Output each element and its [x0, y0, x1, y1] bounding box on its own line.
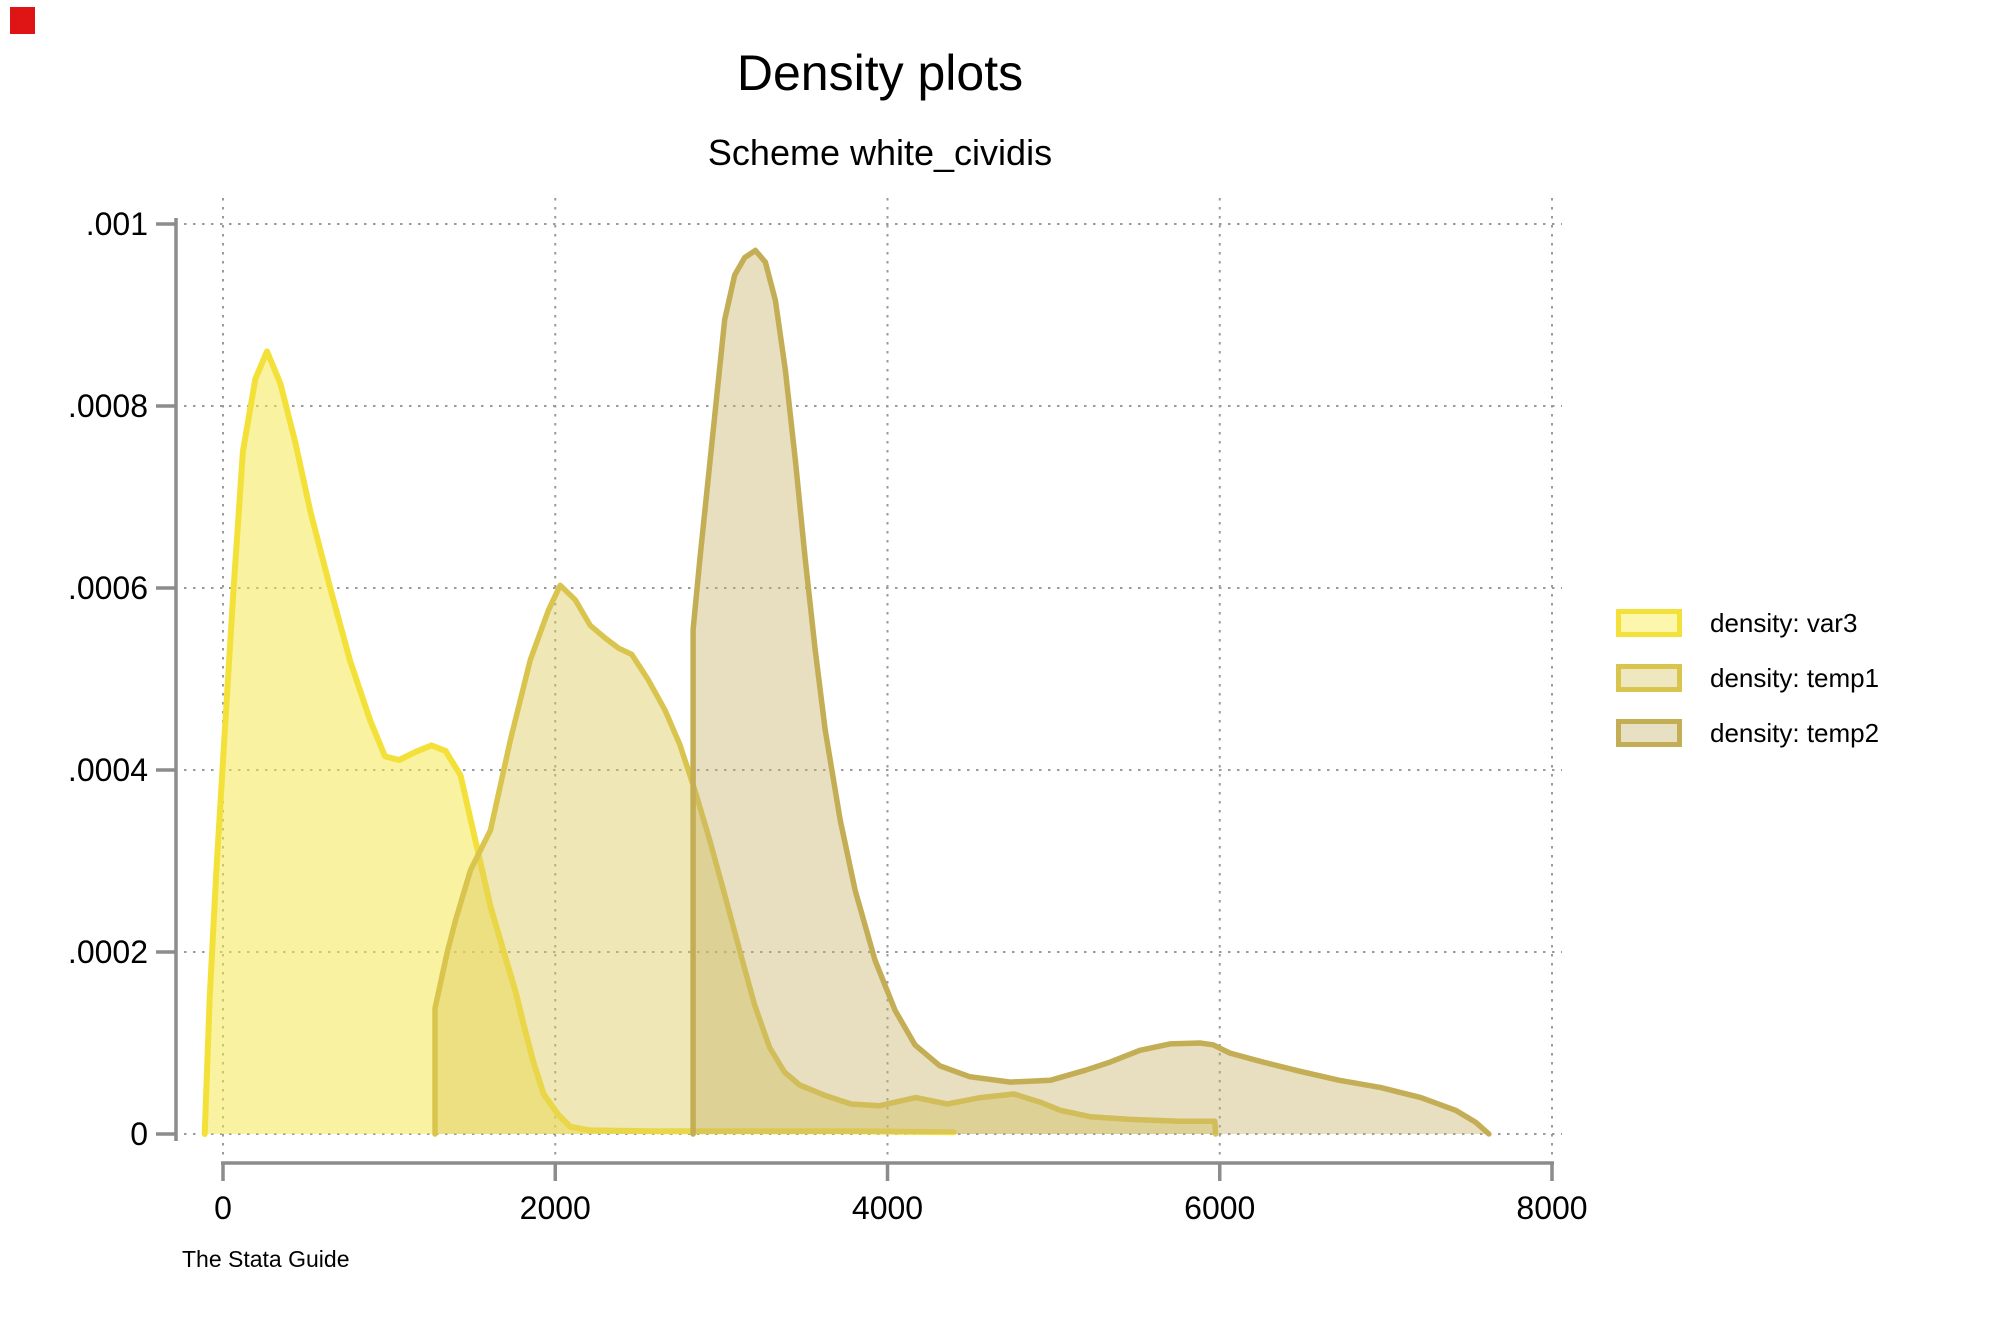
x-tick-label: 2000	[519, 1190, 591, 1226]
chart-title: Density plots	[736, 45, 1024, 101]
x-tick-label: 4000	[851, 1190, 924, 1226]
stata-guide-caption: The Stata Guide	[182, 1246, 350, 1272]
legend: density: var3 density: temp1 density: te…	[1616, 607, 1880, 774]
density-curve-3	[690, 247, 1492, 1137]
legend-item-temp1: density: temp1	[1616, 662, 1880, 693]
legend-item-temp2: density: temp2	[1616, 717, 1880, 748]
x-tick-label: 6000	[1184, 1190, 1256, 1226]
density-curve-2	[432, 582, 1219, 1137]
y-tick-label: .0006	[67, 570, 148, 606]
density-fill-1	[204, 351, 954, 1134]
legend-swatch-temp1	[1616, 664, 1682, 692]
density-fill-3	[693, 250, 1489, 1134]
y-tick-label: 0	[130, 1116, 148, 1152]
density-fill-2	[434, 585, 1216, 1134]
x-tick-label: 8000	[1516, 1190, 1588, 1226]
y-tick-label: .0008	[67, 388, 148, 424]
legend-label-temp1: density: temp1	[1710, 662, 1880, 693]
legend-item-var3: density: var3	[1616, 607, 1879, 638]
legend-swatch-temp2	[1616, 719, 1682, 747]
density-curve-1	[201, 348, 957, 1137]
legend-swatch-var3	[1616, 609, 1682, 637]
red-corner-marker	[10, 7, 35, 34]
x-tick-label: 0	[214, 1190, 232, 1226]
legend-label-temp2: density: temp2	[1710, 717, 1880, 748]
y-tick-label: .0002	[67, 934, 148, 970]
y-tick-label: .0004	[67, 752, 148, 788]
legend-label-var3: density: var3	[1710, 607, 1858, 638]
chart-subtitle: Scheme white_cividis	[707, 132, 1053, 173]
y-tick-label: .001	[85, 206, 148, 242]
